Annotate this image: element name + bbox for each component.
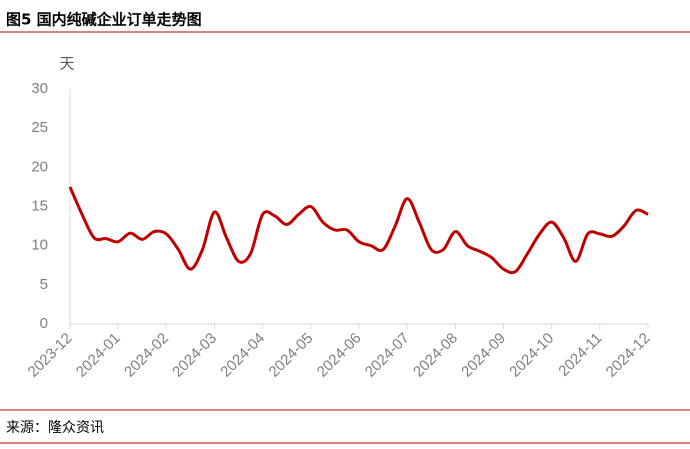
x-tick-label: 2024-04	[217, 330, 268, 381]
plot: 0 5 10 15 20 25 30 2023-122024-012024-022024-03…	[25, 80, 654, 381]
x-tick-label: 2023-12	[25, 330, 76, 381]
x-tick-label: 2024-11	[555, 330, 605, 380]
x-tick-label: 2024-08	[410, 330, 461, 381]
x-tick-label: 2024-03	[169, 330, 220, 381]
x-tick-label: 2024-06	[314, 330, 365, 381]
y-tick-label: 0	[40, 315, 48, 332]
x-tick-label: 2024-09	[458, 330, 509, 381]
x-tick-label: 2024-01	[73, 330, 124, 381]
y-axis-label: 天	[59, 55, 74, 73]
x-tick-label: 2024-02	[121, 330, 172, 381]
y-tick-label: 20	[31, 158, 48, 175]
source: 来源：隆众资讯	[6, 420, 104, 436]
y-tick-label: 5	[40, 276, 48, 293]
y-tick-label: 15	[31, 197, 48, 214]
y-tick-label: 25	[31, 119, 48, 136]
x-tick-label: 2024-07	[362, 330, 413, 381]
x-tick-label: 2024-10	[506, 330, 557, 381]
series-line	[68, 186, 649, 275]
y-tick-label: 10	[31, 237, 48, 254]
chart-title: 图5 国内纯碱企业订单走势图	[6, 11, 202, 29]
y-tick-label: 30	[31, 80, 48, 97]
x-tick-label: 2024-05	[266, 330, 317, 381]
x-tick-label: 2024-12	[603, 330, 654, 381]
